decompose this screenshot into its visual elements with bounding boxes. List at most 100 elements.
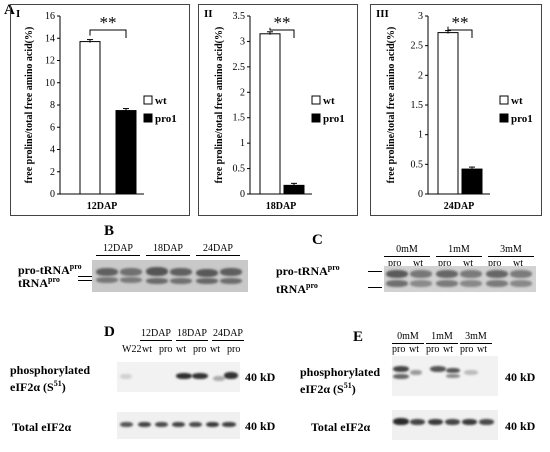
- panel-letter-d: D: [104, 324, 115, 340]
- blot-band: [446, 374, 460, 378]
- blot-band: [170, 278, 192, 284]
- blot-band: [120, 277, 142, 283]
- chart-panel-iii: III 0 0.5 1 1.5 2 2.5 3 free proline/total free …: [370, 4, 542, 216]
- blot-band: [428, 419, 443, 425]
- lane-label: pro: [227, 344, 241, 355]
- blot-band: [155, 422, 168, 427]
- blot-band: [220, 268, 242, 276]
- y-tick-label: 2: [240, 87, 245, 98]
- lane-label: wt: [477, 344, 487, 355]
- y-tick-label: 0: [50, 189, 55, 200]
- lane-label: wt: [443, 344, 453, 355]
- blot-band: [436, 270, 458, 278]
- lane-label: wt: [463, 258, 473, 269]
- y-tick-label: 4: [50, 145, 55, 156]
- chart-panel-ii: II 0 0.5 1 1.5 2 2.5 3 3.5 free proline/total fre…: [198, 4, 358, 216]
- size-marker: 40 kD: [505, 370, 536, 384]
- legend-label-pro1: pro1: [511, 113, 533, 125]
- panel-numeral: II: [204, 8, 213, 20]
- y-tick-label: 10: [45, 78, 55, 89]
- panel-numeral: I: [16, 8, 20, 20]
- blot-band: [196, 269, 218, 277]
- y-tick-label: 8: [50, 100, 55, 111]
- y-tick-label: 3: [418, 11, 423, 22]
- blot-band: [445, 419, 460, 425]
- blot-band: [430, 366, 446, 372]
- legend-label-pro1: pro1: [155, 113, 177, 125]
- legend-label-pro1: pro1: [323, 113, 345, 125]
- blot-band: [220, 278, 242, 284]
- lane-group-label: 1mM: [426, 331, 458, 344]
- blot-band: [510, 270, 532, 278]
- blot-band: [410, 280, 432, 287]
- size-marker: 40 kD: [505, 419, 536, 433]
- y-tick-label: 2: [50, 167, 55, 178]
- blot-image-phospho: [117, 362, 240, 392]
- band-marker-line: [368, 287, 382, 288]
- phospho-eif2a-label: phosphorylated eIF2α (S51): [300, 365, 381, 396]
- y-tick-label: 0.5: [233, 164, 246, 175]
- y-axis-label: free proline/total free amino acid(%): [24, 27, 35, 184]
- y-tick-label: 0: [418, 189, 423, 200]
- blot-band: [436, 280, 458, 287]
- legend-swatch-wt: [311, 95, 321, 105]
- trna-label: tRNApro: [18, 275, 60, 290]
- y-tick-label: 16: [45, 11, 55, 22]
- blot-band: [222, 422, 236, 427]
- y-axis-label: free proline/total free amino acid(%): [386, 27, 397, 184]
- blot-image-phospho: [392, 356, 498, 396]
- blot-band: [172, 422, 185, 427]
- lane-group-label: 3mM: [488, 244, 534, 257]
- legend-swatch-pro1: [143, 113, 153, 123]
- blot-band: [146, 278, 168, 284]
- lane-label: pro: [159, 344, 173, 355]
- bar-wt: [259, 33, 281, 195]
- blot-band: [96, 277, 118, 283]
- total-eif2a-label: Total eIF2α: [12, 420, 72, 434]
- lane-label: wt: [409, 344, 419, 355]
- legend-swatch-wt: [499, 95, 509, 105]
- blot-band: [196, 278, 218, 284]
- y-tick-label: 0.5: [411, 159, 424, 170]
- lane-group-label: 24DAP: [212, 328, 244, 341]
- panel-numeral: III: [376, 8, 389, 20]
- y-tick-label: 2: [418, 70, 423, 81]
- lane-label: wt: [513, 258, 523, 269]
- blot-image-total: [392, 410, 498, 440]
- x-axis-label: 18DAP: [266, 201, 297, 212]
- lane-label: wt: [210, 344, 220, 355]
- legend-label-wt: wt: [155, 95, 167, 107]
- y-tick-label: 12: [45, 56, 55, 67]
- blot-band: [446, 368, 460, 373]
- blot-band: [479, 419, 494, 425]
- lane-group-label: 0mM: [392, 331, 424, 344]
- total-eif2a-label: Total eIF2α: [311, 420, 371, 434]
- blot-image: [384, 266, 536, 292]
- y-tick-label: 6: [50, 122, 55, 133]
- bar-pro1: [283, 184, 305, 195]
- bar-pro1: [461, 168, 483, 195]
- lane-label: wt: [142, 344, 152, 355]
- size-marker: 40 kD: [245, 370, 276, 384]
- lane-label: pro: [388, 258, 402, 269]
- blot-band: [486, 280, 508, 287]
- blot-band: [224, 372, 238, 379]
- blot-band: [206, 422, 219, 427]
- y-tick-label: 2.5: [411, 41, 424, 52]
- bar-wt: [79, 41, 101, 195]
- y-tick-label: 1: [418, 130, 423, 141]
- blot-band: [96, 268, 118, 276]
- pro-trna-label: pro-tRNApro: [276, 263, 340, 278]
- trna-label: tRNApro: [276, 281, 318, 296]
- lane-label: pro: [392, 344, 406, 355]
- blot-band: [213, 376, 225, 381]
- y-tick-label: 1.5: [411, 100, 424, 111]
- bar-wt: [437, 32, 459, 195]
- lane-label: wt: [413, 258, 423, 269]
- lane-label: pro: [193, 344, 207, 355]
- significance-label: **: [274, 13, 291, 32]
- blot-band: [462, 419, 477, 425]
- significance-bracket: [89, 29, 127, 38]
- panel-frame: [198, 4, 358, 216]
- lane-group-label: 18DAP: [176, 328, 208, 341]
